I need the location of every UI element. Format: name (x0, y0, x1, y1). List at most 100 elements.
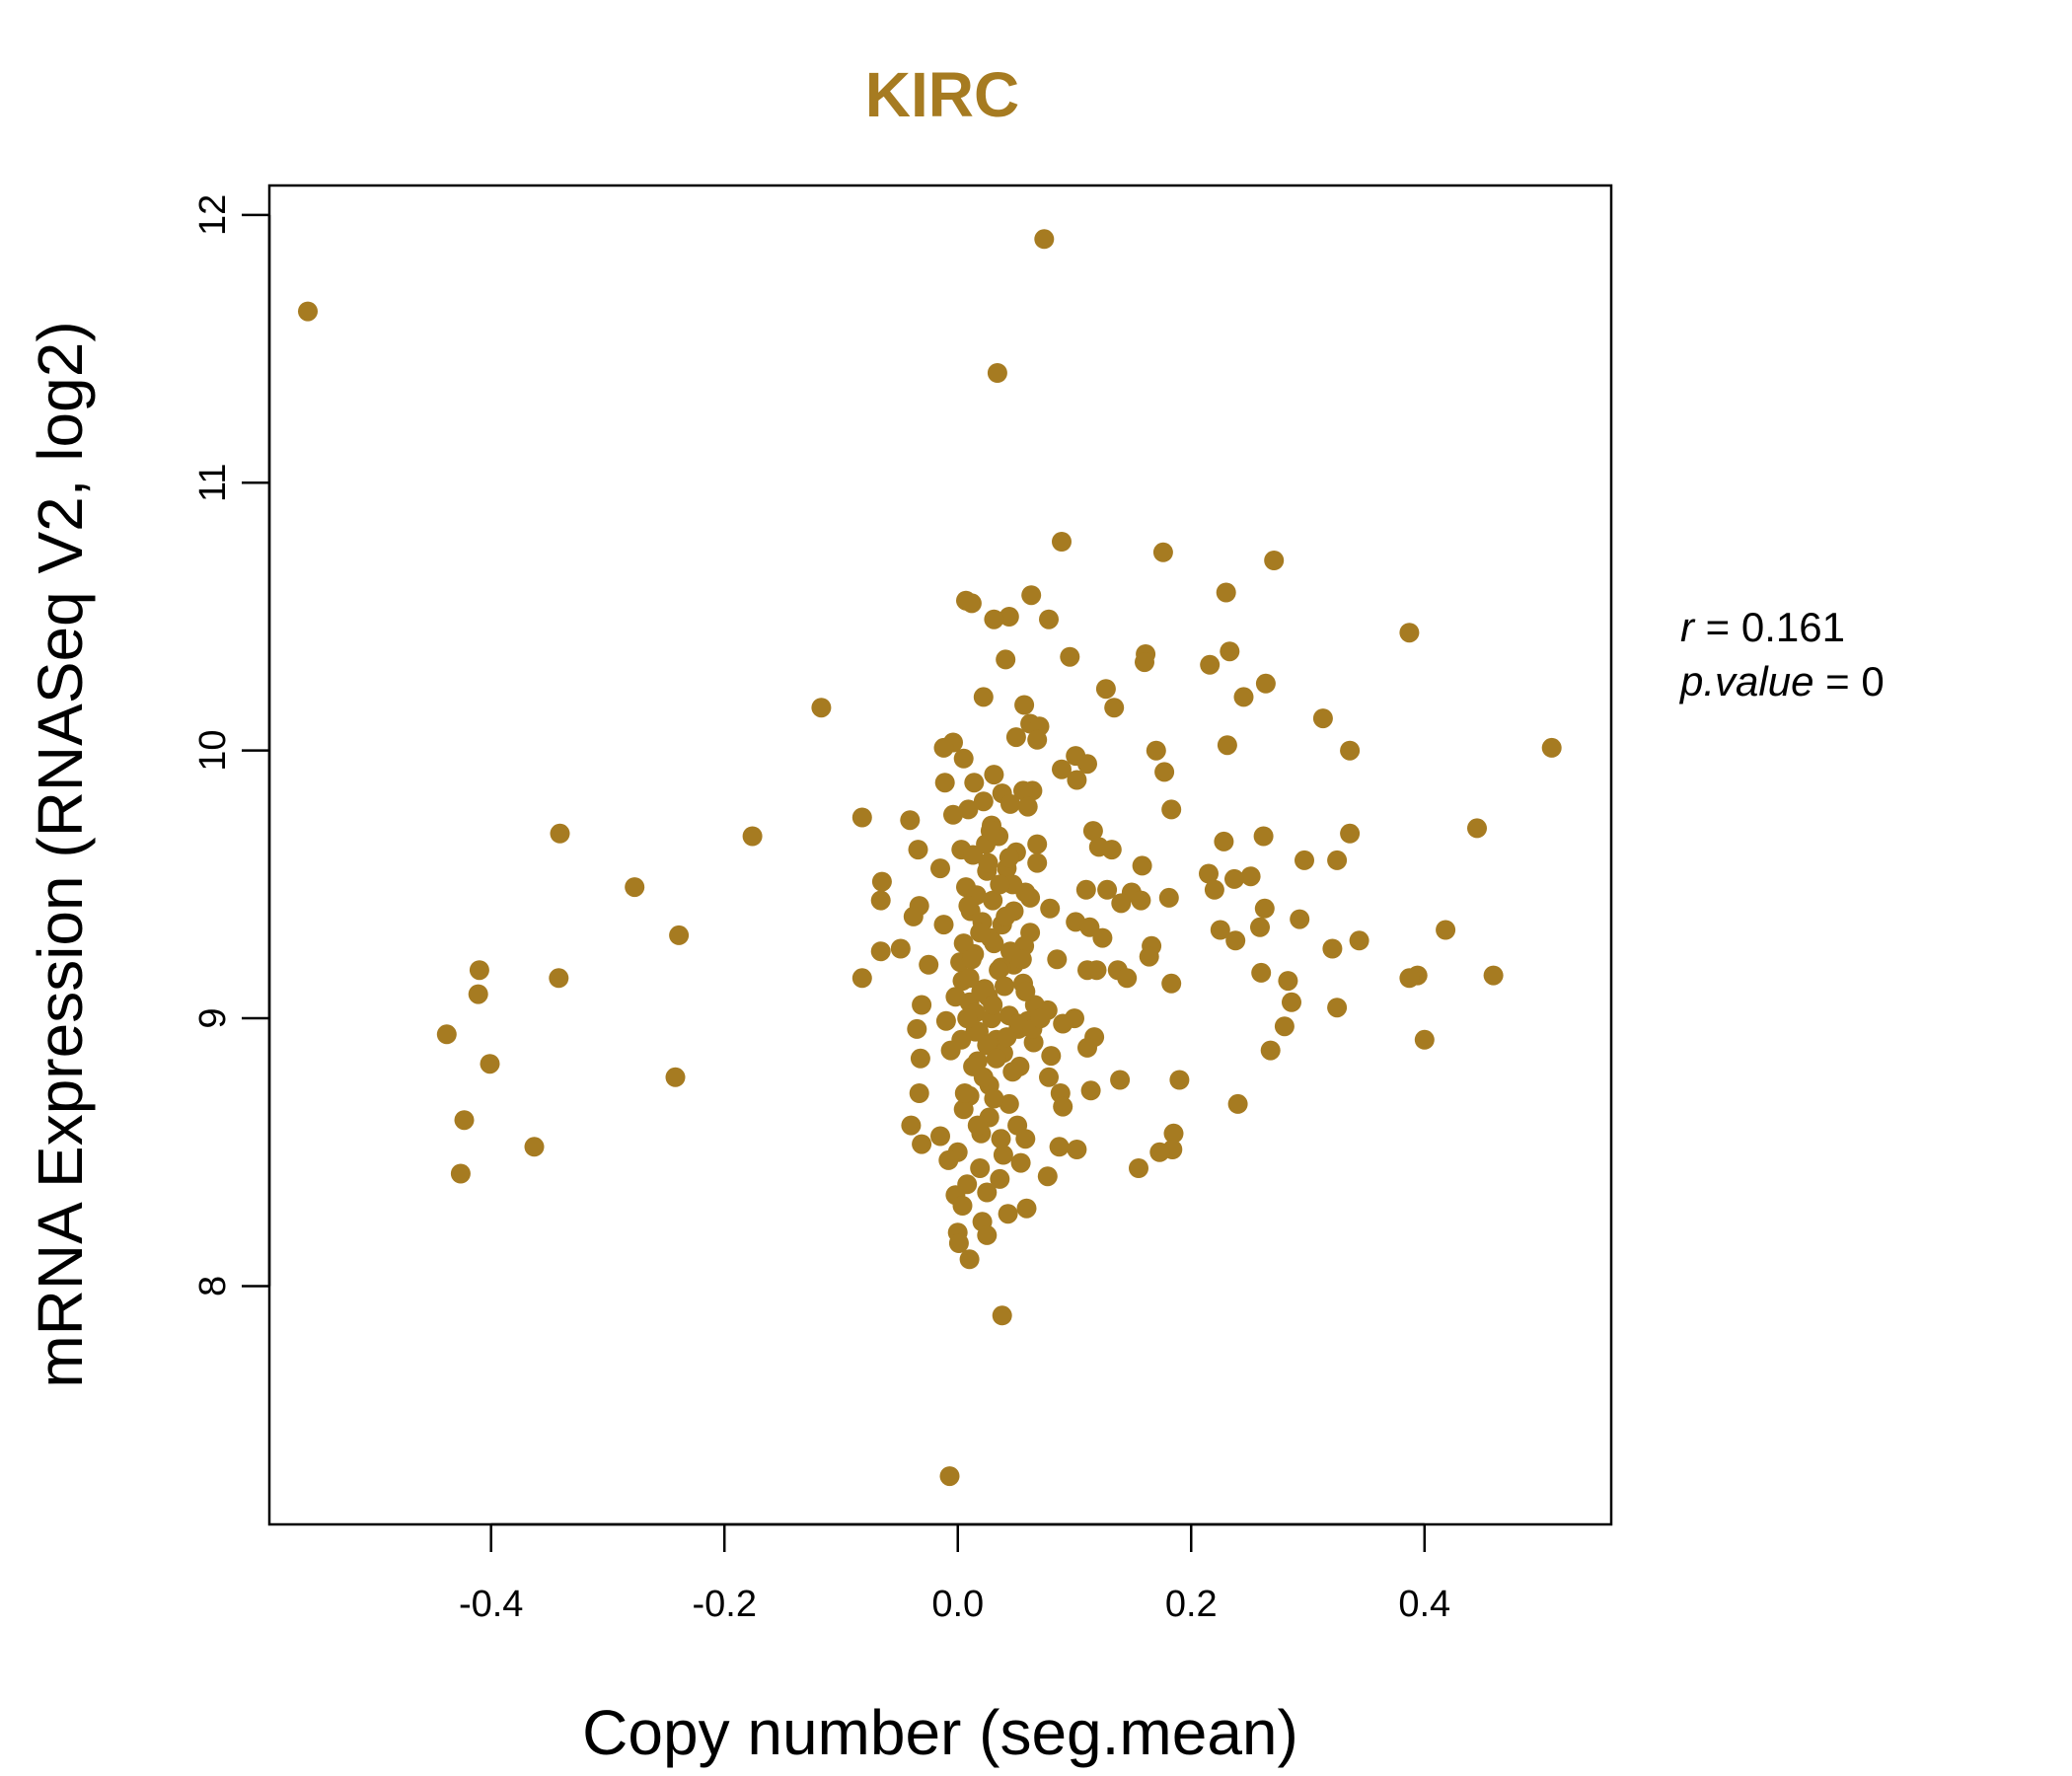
x-tick-label: 0.0 (931, 1584, 984, 1625)
data-point (1264, 551, 1285, 570)
data-point (1233, 687, 1254, 707)
data-point (1154, 762, 1175, 782)
data-point (851, 807, 872, 828)
data-point (1049, 1137, 1070, 1157)
data-point (1541, 737, 1562, 758)
data-point (951, 1029, 972, 1050)
x-tick-label: 0.2 (1165, 1584, 1218, 1625)
data-point (871, 871, 892, 892)
data-point (1240, 866, 1261, 887)
data-point (1075, 879, 1096, 900)
data-point (1060, 646, 1080, 667)
y-tick-label: 10 (192, 730, 234, 772)
data-point (1217, 735, 1237, 756)
data-point (1041, 1046, 1062, 1067)
data-point (996, 906, 1016, 926)
data-point (970, 923, 991, 943)
data-point (1199, 863, 1219, 884)
data-point (998, 1204, 1018, 1224)
data-point (298, 301, 318, 322)
data-point (1312, 708, 1333, 729)
data-point (811, 698, 832, 718)
x-tick-label: -0.2 (692, 1584, 756, 1625)
plot-frame (267, 184, 1613, 1526)
data-point (1220, 641, 1240, 662)
data-point (890, 938, 911, 959)
data-point (984, 1088, 1004, 1109)
data-point (953, 933, 974, 954)
p-equals: = (1813, 658, 1861, 704)
data-point (1067, 1140, 1087, 1159)
data-point (901, 1115, 922, 1136)
data-point (907, 1018, 927, 1039)
data-point (1034, 229, 1055, 250)
data-point (952, 1196, 973, 1216)
data-point (948, 1233, 969, 1253)
data-point (1327, 850, 1348, 870)
data-point (1013, 780, 1033, 801)
data-point (1327, 998, 1348, 1018)
data-point (1052, 759, 1072, 779)
data-point (742, 826, 763, 847)
x-tick-label: 0.4 (1398, 1584, 1450, 1625)
data-point (524, 1137, 545, 1157)
data-point (980, 821, 1000, 842)
data-point (436, 1024, 457, 1045)
data-point (1260, 1040, 1281, 1061)
data-point (1027, 729, 1048, 750)
data-point (996, 649, 1016, 670)
data-point (1274, 1016, 1295, 1037)
data-point (469, 960, 489, 981)
data-point (963, 1056, 984, 1076)
data-point (1224, 868, 1244, 889)
data-point (999, 1093, 1019, 1114)
p-value: 0 (1861, 658, 1884, 704)
data-point (983, 995, 1003, 1015)
data-point (1399, 968, 1420, 989)
x-axis-label: Copy number (seg.mean) (582, 1697, 1298, 1768)
y-tick-label: 9 (192, 1007, 234, 1028)
data-point (933, 915, 954, 935)
data-point (1117, 968, 1138, 989)
data-point (1014, 695, 1035, 715)
data-point (1169, 1070, 1190, 1090)
data-point (1349, 930, 1369, 951)
data-point (986, 1048, 1006, 1069)
data-point (1278, 971, 1298, 992)
data-point (930, 858, 950, 879)
data-point (1101, 840, 1122, 860)
data-point (1290, 909, 1310, 929)
data-point (945, 987, 966, 1007)
data-point (973, 687, 994, 707)
data-point (977, 1182, 998, 1203)
data-point (1204, 879, 1224, 900)
data-point (1132, 855, 1152, 876)
data-point (1216, 582, 1236, 603)
data-point (1053, 1096, 1073, 1117)
svg-text:p.value = 0: p.value = 0 (1678, 658, 1885, 704)
data-point (1039, 609, 1059, 629)
data-point (851, 968, 872, 989)
y-tick-label: 8 (192, 1276, 234, 1296)
data-point (970, 1158, 991, 1178)
data-point (1040, 898, 1061, 919)
data-point (984, 765, 1004, 785)
data-point (1340, 740, 1361, 761)
data-point (454, 1110, 475, 1131)
chart-title: KIRC (865, 59, 1019, 130)
data-point (550, 823, 570, 844)
data-point (987, 363, 1007, 383)
data-point (1251, 962, 1272, 983)
data-point (1158, 887, 1179, 908)
data-point (959, 1249, 980, 1270)
data-point (971, 981, 992, 1001)
data-point (1010, 1152, 1031, 1173)
data-point (1161, 799, 1182, 820)
data-point (1030, 1008, 1051, 1029)
data-point (999, 848, 1019, 868)
data-point (933, 737, 954, 758)
data-point (480, 1054, 500, 1074)
data-point (1077, 754, 1097, 775)
data-point (1295, 850, 1314, 870)
data-point (900, 810, 921, 831)
